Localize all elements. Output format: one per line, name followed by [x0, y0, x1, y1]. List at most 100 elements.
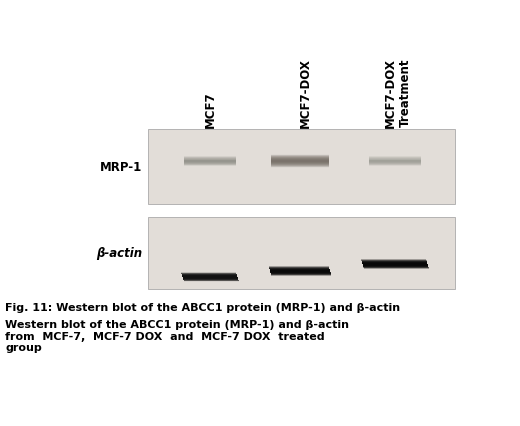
FancyBboxPatch shape [181, 274, 237, 275]
FancyBboxPatch shape [271, 275, 331, 276]
FancyBboxPatch shape [363, 265, 428, 266]
FancyBboxPatch shape [269, 268, 329, 269]
FancyBboxPatch shape [269, 269, 330, 270]
FancyBboxPatch shape [271, 157, 329, 158]
FancyBboxPatch shape [361, 260, 426, 261]
FancyBboxPatch shape [184, 161, 236, 162]
FancyBboxPatch shape [369, 161, 421, 162]
FancyBboxPatch shape [184, 281, 239, 282]
FancyBboxPatch shape [271, 165, 329, 166]
Text: MCF7-DOX
Treatment: MCF7-DOX Treatment [384, 58, 412, 128]
FancyBboxPatch shape [184, 163, 236, 164]
FancyBboxPatch shape [184, 165, 236, 166]
FancyBboxPatch shape [271, 161, 329, 162]
FancyBboxPatch shape [364, 268, 429, 269]
FancyBboxPatch shape [271, 162, 329, 163]
FancyBboxPatch shape [271, 164, 329, 166]
FancyBboxPatch shape [361, 260, 426, 261]
FancyBboxPatch shape [363, 265, 428, 266]
FancyBboxPatch shape [271, 157, 329, 158]
FancyBboxPatch shape [181, 274, 237, 275]
FancyBboxPatch shape [184, 160, 236, 161]
FancyBboxPatch shape [183, 277, 238, 278]
FancyBboxPatch shape [361, 261, 426, 262]
FancyBboxPatch shape [271, 275, 331, 276]
FancyBboxPatch shape [369, 165, 421, 166]
FancyBboxPatch shape [361, 260, 426, 261]
FancyBboxPatch shape [270, 270, 330, 271]
FancyBboxPatch shape [184, 162, 236, 163]
FancyBboxPatch shape [183, 279, 238, 280]
FancyBboxPatch shape [184, 157, 236, 158]
FancyBboxPatch shape [269, 269, 329, 270]
FancyBboxPatch shape [183, 278, 238, 279]
FancyBboxPatch shape [182, 275, 237, 276]
FancyBboxPatch shape [184, 161, 236, 162]
FancyBboxPatch shape [181, 274, 237, 275]
FancyBboxPatch shape [269, 268, 329, 269]
FancyBboxPatch shape [182, 275, 237, 276]
FancyBboxPatch shape [369, 164, 421, 165]
FancyBboxPatch shape [270, 271, 330, 272]
FancyBboxPatch shape [270, 270, 330, 271]
FancyBboxPatch shape [184, 158, 236, 159]
FancyBboxPatch shape [271, 157, 329, 158]
FancyBboxPatch shape [271, 275, 331, 276]
FancyBboxPatch shape [271, 163, 329, 164]
FancyBboxPatch shape [363, 267, 428, 268]
FancyBboxPatch shape [183, 276, 238, 277]
FancyBboxPatch shape [271, 273, 331, 274]
FancyBboxPatch shape [369, 160, 421, 161]
FancyBboxPatch shape [271, 166, 329, 167]
FancyBboxPatch shape [268, 266, 329, 267]
FancyBboxPatch shape [271, 156, 329, 157]
FancyBboxPatch shape [184, 157, 236, 158]
FancyBboxPatch shape [364, 268, 429, 269]
FancyBboxPatch shape [271, 155, 329, 156]
FancyBboxPatch shape [363, 266, 428, 267]
FancyBboxPatch shape [362, 262, 427, 263]
Text: MCF7: MCF7 [203, 91, 216, 128]
FancyBboxPatch shape [271, 160, 329, 161]
Text: MRP-1: MRP-1 [100, 161, 142, 173]
Text: β-actin: β-actin [96, 247, 142, 260]
FancyBboxPatch shape [269, 270, 330, 271]
FancyBboxPatch shape [184, 159, 236, 160]
FancyBboxPatch shape [362, 264, 427, 265]
FancyBboxPatch shape [270, 271, 330, 272]
FancyBboxPatch shape [369, 163, 421, 164]
FancyBboxPatch shape [270, 271, 330, 272]
FancyBboxPatch shape [271, 163, 329, 164]
FancyBboxPatch shape [181, 274, 237, 275]
FancyBboxPatch shape [369, 162, 421, 163]
FancyBboxPatch shape [369, 162, 421, 163]
FancyBboxPatch shape [271, 162, 329, 163]
FancyBboxPatch shape [362, 263, 427, 264]
FancyBboxPatch shape [369, 165, 421, 166]
FancyBboxPatch shape [369, 160, 421, 161]
FancyBboxPatch shape [369, 158, 421, 159]
FancyBboxPatch shape [369, 159, 421, 160]
Text: Western blot of the ABCC1 protein (MRP-1) and β-actin
from  MCF-7,  MCF-7 DOX  a: Western blot of the ABCC1 protein (MRP-1… [5, 319, 349, 352]
FancyBboxPatch shape [361, 259, 426, 260]
FancyBboxPatch shape [369, 164, 421, 165]
FancyBboxPatch shape [184, 280, 239, 281]
FancyBboxPatch shape [183, 278, 238, 279]
FancyBboxPatch shape [369, 159, 421, 160]
FancyBboxPatch shape [184, 279, 238, 280]
FancyBboxPatch shape [182, 275, 237, 276]
FancyBboxPatch shape [270, 271, 330, 272]
FancyBboxPatch shape [271, 273, 331, 274]
FancyBboxPatch shape [362, 261, 427, 262]
FancyBboxPatch shape [369, 158, 421, 159]
FancyBboxPatch shape [184, 158, 236, 159]
FancyBboxPatch shape [181, 273, 236, 274]
FancyBboxPatch shape [271, 274, 331, 275]
FancyBboxPatch shape [362, 262, 427, 263]
FancyBboxPatch shape [184, 164, 236, 165]
FancyBboxPatch shape [369, 164, 421, 165]
FancyBboxPatch shape [271, 158, 329, 159]
FancyBboxPatch shape [362, 264, 427, 265]
FancyBboxPatch shape [363, 266, 428, 267]
FancyBboxPatch shape [369, 162, 421, 163]
